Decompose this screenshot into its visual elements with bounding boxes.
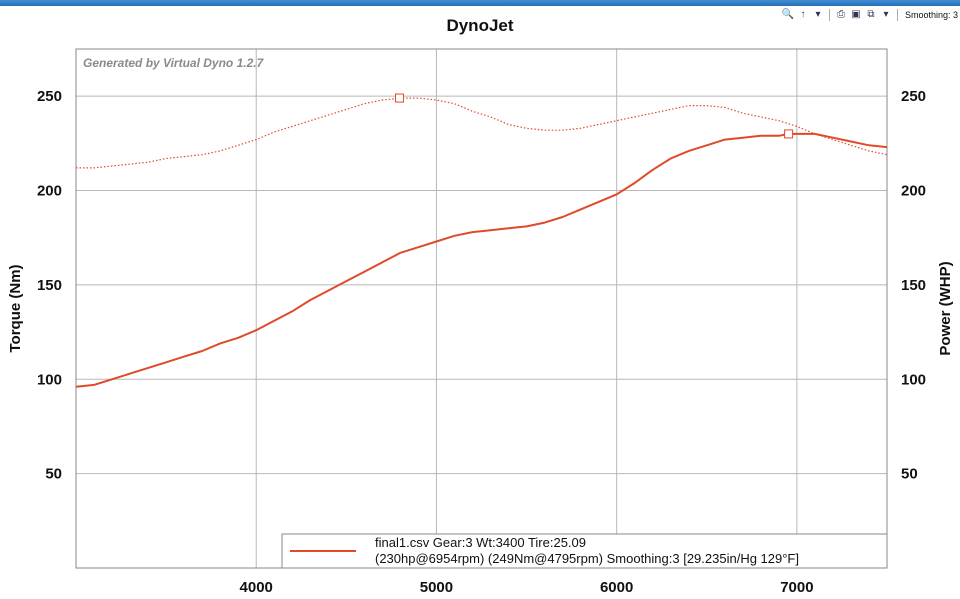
smoothing-label[interactable]: Smoothing: 3 xyxy=(904,10,958,20)
copy-icon[interactable]: ⧉ xyxy=(867,9,875,20)
watermark: Generated by Virtual Dyno 1.2.7 xyxy=(83,56,265,70)
dropdown-arrow-icon[interactable]: ▾ xyxy=(815,9,821,20)
power-peak-marker xyxy=(784,129,794,139)
torque-peak-marker xyxy=(394,93,404,103)
y-tick-label-right: 150 xyxy=(901,277,926,294)
cursor-icon[interactable]: ↑ xyxy=(800,9,806,20)
y-ticks-left: 50 100 150 200 250 xyxy=(37,88,62,482)
x-tick-label: 7000 xyxy=(780,579,813,596)
grid-lines xyxy=(76,49,887,568)
x-tick-label: 4000 xyxy=(240,579,273,596)
toolbar-divider xyxy=(828,9,830,21)
y-tick-label-left: 100 xyxy=(37,371,62,388)
zoom-icon[interactable]: 🔍 xyxy=(781,9,795,20)
y-tick-label-right: 100 xyxy=(901,371,926,388)
toolbar-divider xyxy=(896,9,898,21)
torque-line xyxy=(76,97,887,169)
plot-frame xyxy=(75,48,888,569)
y-tick-label-left: 200 xyxy=(37,183,62,200)
y-tick-label-left: 150 xyxy=(37,277,62,294)
legend-entry-line1: final1.csv Gear:3 Wt:3400 Tire:25.09 xyxy=(375,535,586,550)
chart-toolbar: 🔍 ↑ ▾ ⎙ ▣ ⧉ ▾ Smoothing: 3 xyxy=(782,7,958,23)
y-ticks-right: 50 100 150 200 250 xyxy=(901,88,926,482)
y-tick-label-right: 50 xyxy=(901,466,918,483)
x-tick-label: 5000 xyxy=(420,579,453,596)
legend-entry-line2: (230hp@6954rpm) (249Nm@4795rpm) Smoothin… xyxy=(375,551,799,566)
dropdown-arrow-icon[interactable]: ▾ xyxy=(883,9,889,20)
y-axis-label-left: Torque (Nm) xyxy=(7,264,24,352)
save-icon[interactable]: ▣ xyxy=(851,9,861,20)
y-tick-label-right: 250 xyxy=(901,88,926,105)
series-group xyxy=(76,93,887,388)
y-axis-label-right: Power (WHP) xyxy=(937,261,954,355)
legend: final1.csv Gear:3 Wt:3400 Tire:25.09 (23… xyxy=(281,533,888,569)
y-tick-label-right: 200 xyxy=(901,183,926,200)
window-titlebar xyxy=(0,0,960,6)
power-line xyxy=(76,132,887,388)
y-tick-label-left: 50 xyxy=(45,466,62,483)
y-tick-label-left: 250 xyxy=(37,88,62,105)
chart-title: DynoJet xyxy=(446,16,514,35)
x-tick-label: 6000 xyxy=(600,579,633,596)
x-ticks: 4000 5000 6000 7000 xyxy=(240,579,814,596)
print-icon[interactable]: ⎙ xyxy=(836,9,845,20)
legend-box xyxy=(281,533,888,569)
